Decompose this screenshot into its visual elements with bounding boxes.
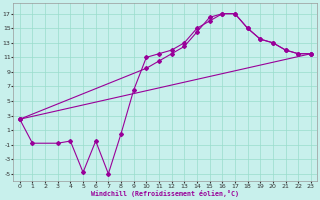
X-axis label: Windchill (Refroidissement éolien,°C): Windchill (Refroidissement éolien,°C) <box>91 190 239 197</box>
